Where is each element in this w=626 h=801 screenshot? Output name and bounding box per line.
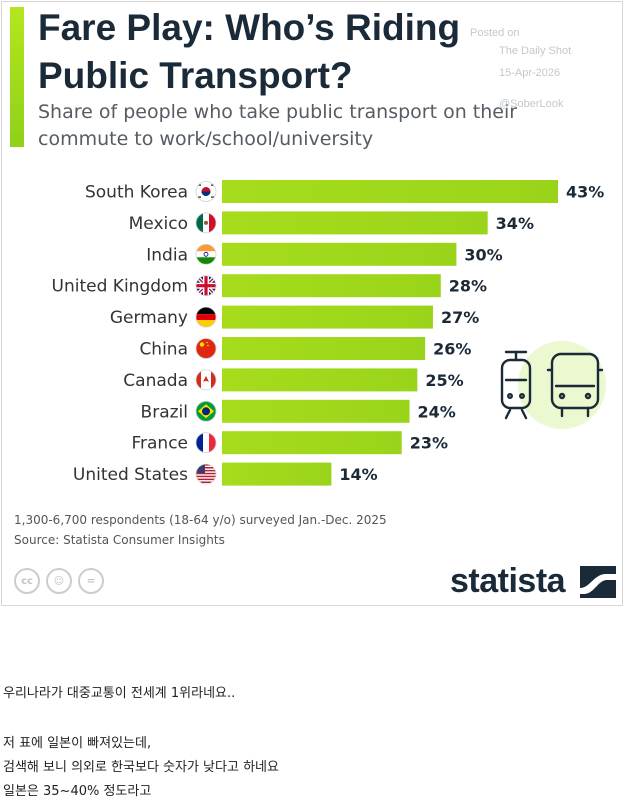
flag-icon-in [196,244,216,265]
comment-line: 일본은 35~40% 정도라고 [3,784,152,799]
value-label: 26% [433,340,471,359]
flag-icon-br [196,401,216,422]
flag-ring [195,306,217,328]
bar [222,368,418,392]
bar-row: Canada 25% [123,368,464,392]
category-label: United States [73,465,188,485]
flag-icon-kr [196,181,216,202]
flag-icon-ca [196,369,216,390]
flag-ring [195,338,217,359]
value-label: 30% [464,245,502,264]
license-icons: cc ☺ = [14,568,104,594]
bar [222,337,426,360]
flag-icon-mx [196,212,216,233]
statista-logo-text[interactable]: statista [450,562,566,600]
flag-icon-de [196,307,216,328]
statista-logo-icon [580,566,616,598]
flag-ring [195,275,217,297]
category-label: Canada [123,371,188,391]
value-label: 24% [418,402,456,421]
bar [222,242,457,266]
value-label: 43% [566,183,604,202]
value-label: 28% [449,277,487,296]
bar [222,211,488,235]
bar-chart: South Korea 43% Mexico 34% India 30% United Ki… [52,180,604,486]
bar-row: Mexico 34% [129,211,534,235]
flag-ring [195,369,217,391]
bar [222,180,558,203]
bar-row: Germany 27% [110,305,479,329]
flag-icon-cn [196,338,216,359]
bar-row: United States 14% [73,462,378,486]
category-label: South Korea [85,183,188,203]
transport-icon [500,341,606,429]
watermark-posted-on: Posted on [470,27,520,39]
flag-icon-uk [196,275,216,296]
bar [222,274,441,298]
accent-bar [10,7,24,147]
cc-icon[interactable]: cc [14,568,40,594]
flag-ring [195,432,217,454]
chart-source: Source: Statista Consumer Insights [14,533,225,547]
bar-row: South Korea 43% [85,180,604,203]
bar-row: France 23% [131,431,448,455]
comment-line: 우리나라가 대중교통이 전세계 1위라네요.. [3,686,236,701]
flag-ring [195,181,217,202]
no-derivatives-icon[interactable]: = [78,568,104,594]
category-label: Brazil [141,402,188,422]
comment-line: 검색해 보니 의외로 한국보다 숫자가 낮다고 하네요 [3,760,279,775]
value-label: 27% [441,308,479,327]
value-label: 34% [496,214,534,233]
bar [222,431,402,455]
chart-card: Fare Play: Who’s Riding Public Transport… [1,1,623,606]
category-label: United Kingdom [52,277,188,297]
attribution-icon[interactable]: ☺ [46,568,72,594]
flag-ring [195,212,217,234]
bar-row: China 26% [139,337,471,360]
flag-ring [195,400,217,422]
value-label: 14% [339,465,377,484]
chart-footnote: 1,300-6,700 respondents (18-64 y/o) surv… [14,513,387,527]
category-label: Germany [110,308,188,328]
category-label: Mexico [129,214,188,234]
value-label: 23% [410,434,448,453]
bar [222,462,332,486]
watermark-handle: @SoberLook [499,98,564,110]
watermark-source: The Daily Shot [499,45,572,57]
bar [222,399,410,423]
value-label: 25% [425,371,463,390]
comment-line: 저 표에 일본이 빠져있는데, [3,736,152,751]
bar-row: India 30% [146,242,503,266]
flag-ring [195,243,217,265]
bar-row: Brazil 24% [141,399,456,423]
chart-subtitle: Share of people who take public transpor… [38,101,518,150]
bar [222,305,433,329]
category-label: China [139,340,188,360]
flag-icon-us [196,464,216,485]
category-label: France [131,434,188,454]
flag-icon-fr [196,432,216,453]
category-label: India [146,245,188,265]
bar-row: United Kingdom 28% [52,274,487,298]
flag-ring [195,463,217,485]
watermark-date: 15-Apr-2026 [499,67,561,79]
chart-title: Fare Play: Who’s Riding Public Transport… [38,7,461,96]
